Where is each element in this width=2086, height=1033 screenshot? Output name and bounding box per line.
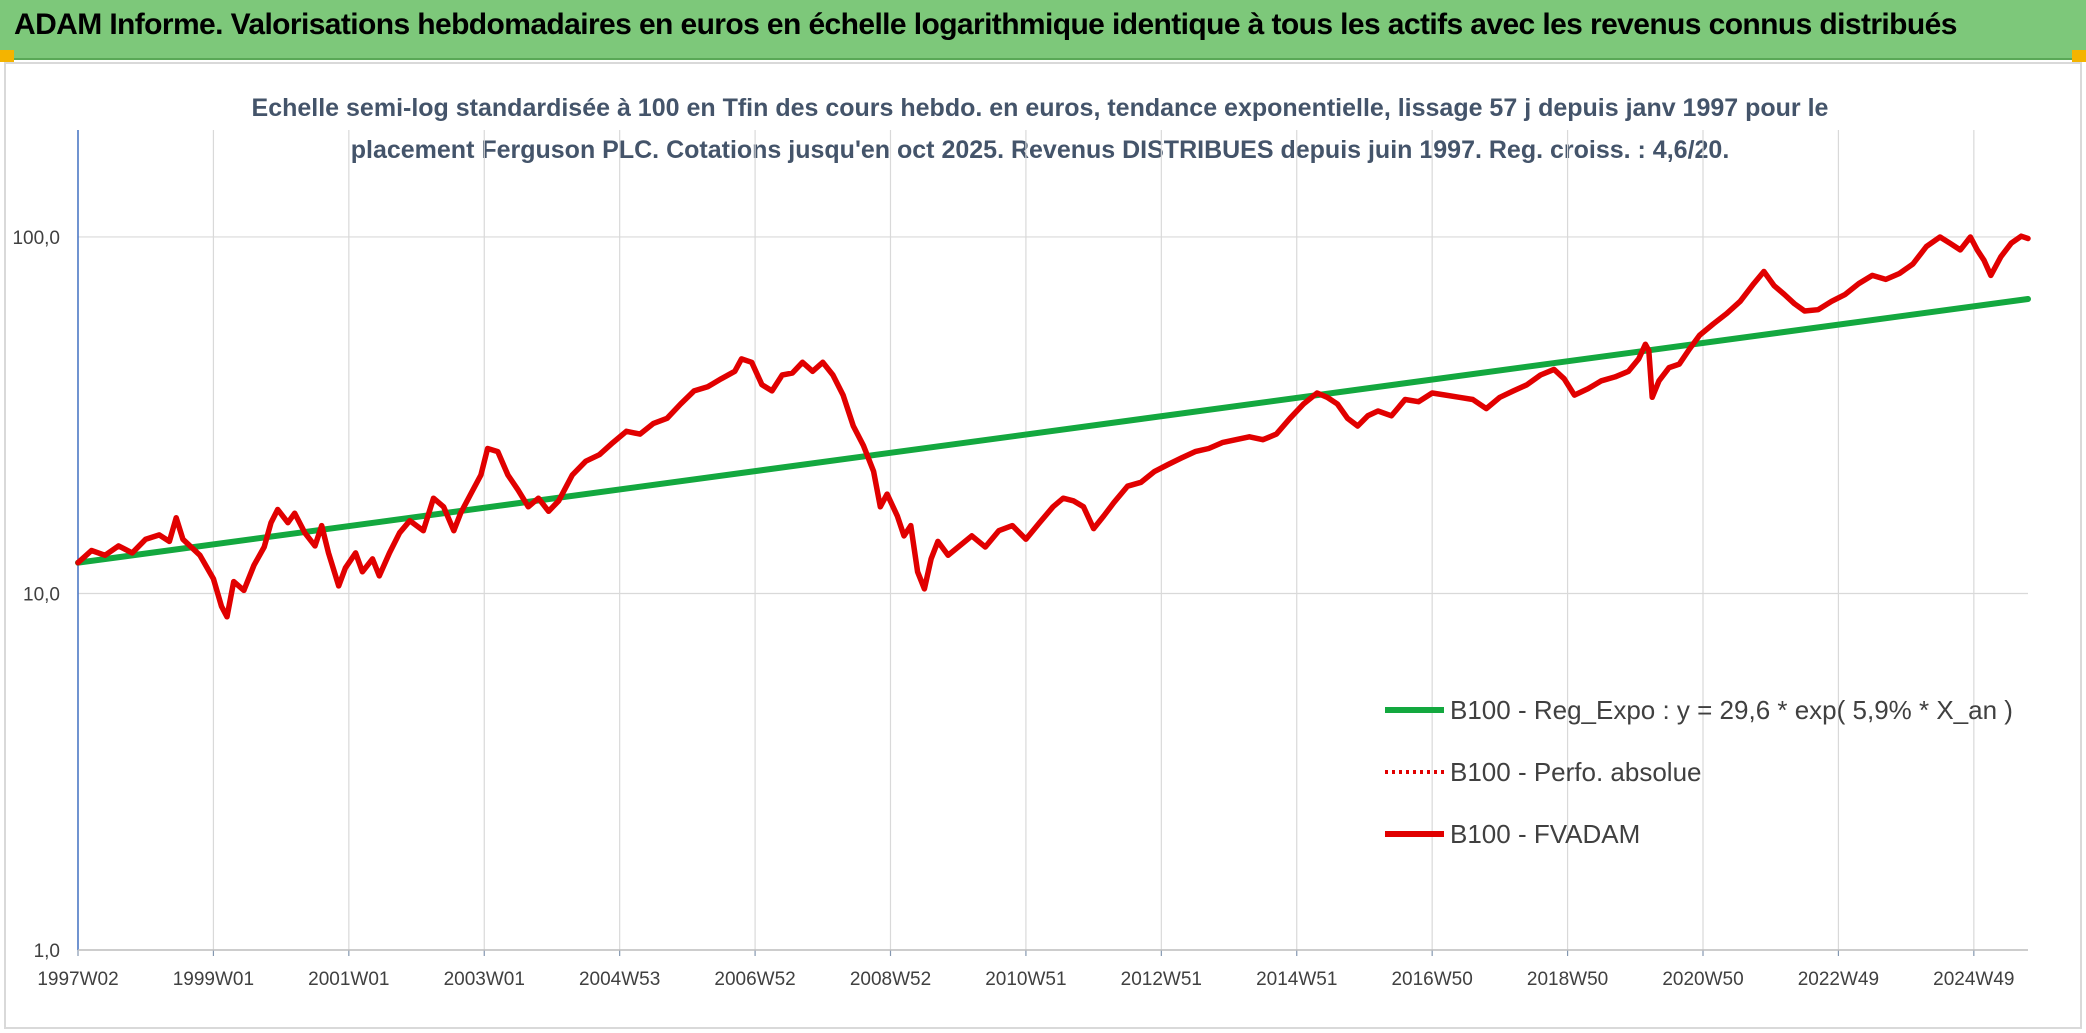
series-line-trend: [75, 296, 2031, 566]
x-tick-label: 1997W02: [37, 969, 118, 990]
x-tick-label: 2010W51: [985, 969, 1066, 990]
chart-title-line-1: Echelle semi-log standardisée à 100 en T…: [252, 94, 1829, 122]
legend: B100 - Reg_Expo : y = 29,6 * exp( 5,9% *…: [1385, 695, 2013, 849]
x-tick-label: 2016W50: [1391, 969, 1472, 990]
x-tick-label: 2003W01: [444, 969, 525, 990]
x-tick-label: 2022W49: [1798, 969, 1879, 990]
legend-label-fvadam: B100 - FVADAM: [1450, 819, 1640, 849]
legend-label-perfo: B100 - Perfo. absolue: [1450, 757, 1702, 787]
grid-lines: [77, 130, 2028, 951]
series-group: [75, 233, 2031, 620]
x-tick-label: 2008W52: [850, 969, 931, 990]
x-tick-label: 2004W53: [579, 969, 660, 990]
x-tick-label: 2001W01: [308, 969, 389, 990]
y-tick-label: 100,0: [12, 228, 60, 249]
corner-marker-right: [2072, 50, 2086, 62]
y-tick-label: 10,0: [23, 584, 60, 605]
axes: [77, 130, 2028, 956]
report-title: ADAM Informe. Valorisations hebdomadaire…: [14, 8, 1957, 41]
x-tick-label: 2014W51: [1256, 969, 1337, 990]
y-tick-label: 1,0: [34, 941, 60, 962]
x-tick-label: 2018W50: [1527, 969, 1608, 990]
x-tick-label: 2024W49: [1933, 969, 2014, 990]
chart-frame: [4, 62, 2082, 1029]
chart-title-line-2: placement Ferguson PLC. Cotations jusqu'…: [351, 136, 1730, 164]
corner-marker-left: [0, 50, 14, 62]
x-tick-label: 2020W50: [1662, 969, 1743, 990]
series-line-fvadam: [75, 233, 2031, 620]
x-tick-label: 2006W52: [714, 969, 795, 990]
tick-labels: 1,0 10,0 100,0 1997W02 1999W01 2001W01 2003W01…: [12, 228, 2014, 990]
legend-label-trend: B100 - Reg_Expo : y = 29,6 * exp( 5,9% *…: [1450, 695, 2013, 725]
report-banner: ADAM Informe. Valorisations hebdomadaire…: [0, 0, 2086, 60]
x-tick-label: 2012W51: [1121, 969, 1202, 990]
x-tick-label: 1999W01: [173, 969, 254, 990]
